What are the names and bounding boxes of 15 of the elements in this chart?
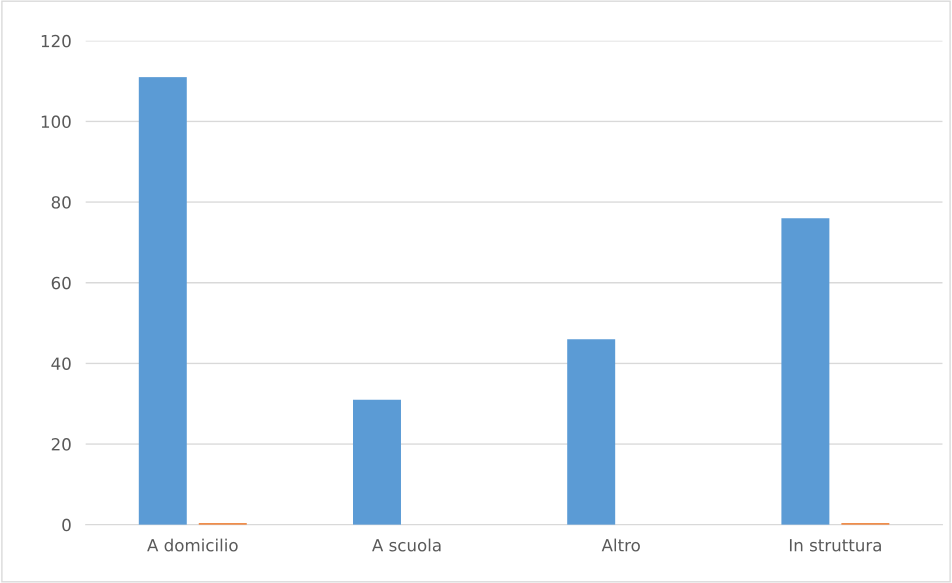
bar <box>567 339 616 525</box>
y-tick-label: 120 <box>42 34 71 48</box>
x-tick-label: Altro <box>602 538 640 552</box>
y-tick-label: 20 <box>52 438 71 451</box>
x-tick-label: A scuola <box>372 538 441 552</box>
y-tick-label: 60 <box>52 276 71 290</box>
bar <box>353 400 401 525</box>
y-tick-label: 80 <box>52 196 71 209</box>
y-tick-label: 0 <box>62 518 71 532</box>
bar <box>138 77 187 525</box>
y-tick-label: 100 <box>42 115 71 128</box>
x-tick-label: In struttura <box>790 539 881 552</box>
bar <box>781 218 830 525</box>
x-tick-label: A domicilio <box>147 538 238 552</box>
y-tick-label: 40 <box>51 357 71 370</box>
